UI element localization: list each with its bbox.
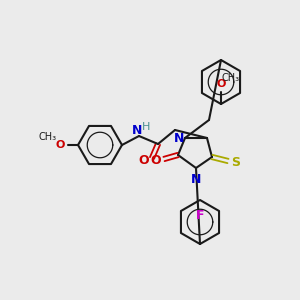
Text: CH₃: CH₃ <box>222 73 240 83</box>
Text: O: O <box>139 154 149 167</box>
Text: N: N <box>132 124 142 136</box>
Text: H: H <box>142 122 150 132</box>
Text: N: N <box>191 173 201 186</box>
Text: N: N <box>174 131 184 145</box>
Text: F: F <box>196 209 204 222</box>
Text: O: O <box>55 140 65 150</box>
Text: O: O <box>151 154 161 167</box>
Text: CH₃: CH₃ <box>39 132 57 142</box>
Text: S: S <box>232 157 241 169</box>
Text: O: O <box>216 79 226 89</box>
